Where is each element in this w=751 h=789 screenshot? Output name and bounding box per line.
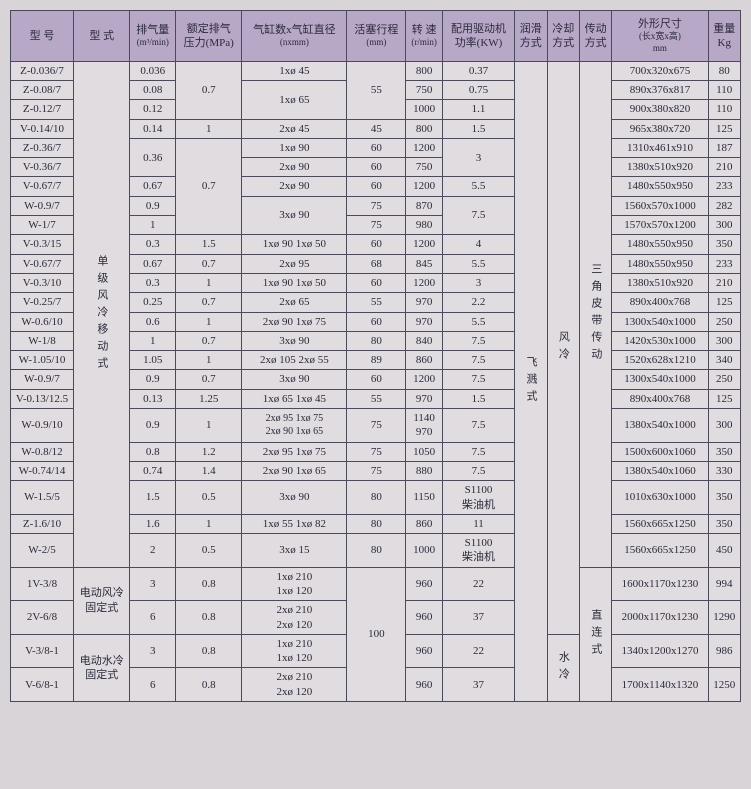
type2a: 电动风冷 固定式 (74, 567, 130, 634)
th-kw: 配用驱动机 功率(KW) (442, 11, 514, 62)
lube-col: 飞溅式 (515, 61, 547, 701)
th-cyl: 气缸数x气缸直径(nxmm) (242, 11, 347, 62)
type2b: 电动水冷 固定式 (74, 634, 130, 701)
drive-col: 三角皮带传动 (579, 61, 611, 567)
th-drive: 传动 方式 (579, 11, 611, 62)
table-row: Z-0.036/7 单级风冷移动式 0.036 0.7 1xø 45 55 80… (11, 61, 741, 80)
th-p: 额定排气 压力(MPa) (176, 11, 242, 62)
drive2-col: 直连式 (579, 567, 611, 701)
type-col: 单级风冷移动式 (74, 61, 130, 567)
th-model: 型 号 (11, 11, 74, 62)
cool-col: 风冷 (547, 61, 579, 634)
cool2-col: 水冷 (547, 634, 579, 701)
th-dim: 外形尺寸(长x宽x高) mm (612, 11, 708, 62)
th-kg: 重量 Kg (708, 11, 741, 62)
th-rpm: 转 速(r/min) (406, 11, 443, 62)
th-cool: 冷却 方式 (547, 11, 579, 62)
th-q: 排气量(m³/min) (130, 11, 176, 62)
table-row: 1V-3/8 电动风冷 固定式 3 0.8 1xø 210 1xø 120 10… (11, 567, 741, 601)
compressor-spec-table: 型 号 型 式 排气量(m³/min) 额定排气 压力(MPa) 气缸数x气缸直… (10, 10, 741, 702)
th-stroke: 活塞行程(mm) (347, 11, 406, 62)
th-lube: 润滑 方式 (515, 11, 547, 62)
th-type: 型 式 (74, 11, 130, 62)
